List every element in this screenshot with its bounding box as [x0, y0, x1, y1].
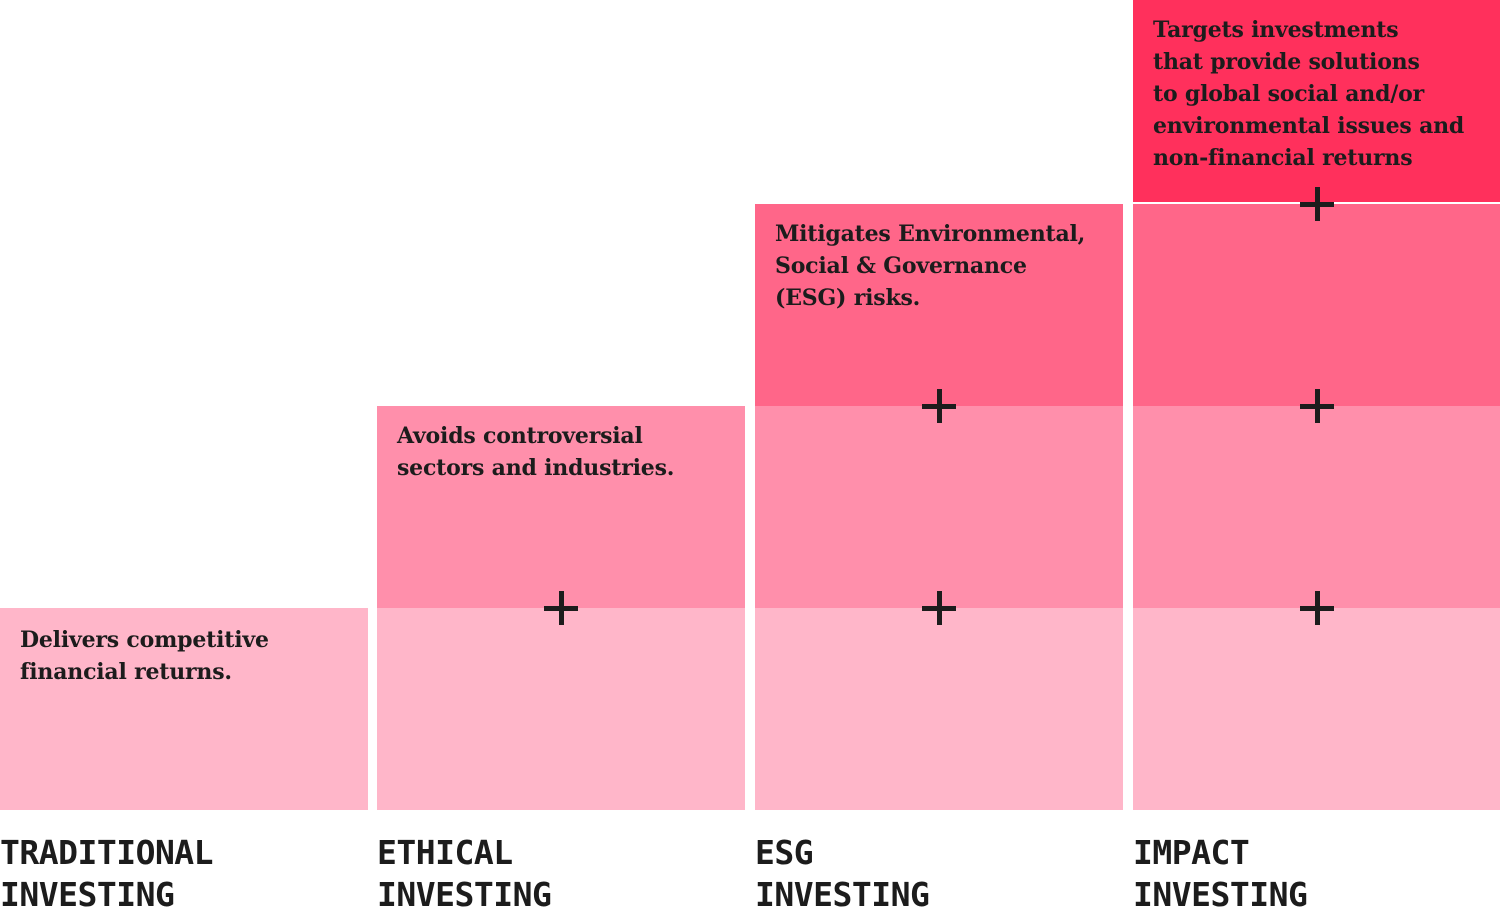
description-ethical: Avoids controversial sectors and industr…	[397, 423, 675, 481]
description-esg: Mitigates Environmental, Social & Govern…	[775, 221, 1086, 311]
tier-block-financial-returns	[755, 608, 1123, 810]
plus-icon	[1300, 389, 1334, 423]
plus-icon	[544, 591, 578, 625]
tier-block-ethical	[755, 406, 1123, 608]
column-traditional-investing: Delivers competitive financial returns.	[0, 0, 368, 810]
plus-icon	[1300, 187, 1334, 221]
description-traditional: Delivers competitive financial returns.	[20, 627, 269, 685]
column-esg-investing: Mitigates Environmental, Social & Govern…	[755, 0, 1123, 810]
tier-block-ethical: Avoids controversial sectors and industr…	[377, 406, 745, 608]
plus-icon	[922, 389, 956, 423]
column-ethical-investing: Avoids controversial sectors and industr…	[377, 0, 745, 810]
column-impact-investing: Targets investments that provide solutio…	[1133, 0, 1500, 810]
plus-icon	[922, 591, 956, 625]
tier-block-financial-returns: Delivers competitive financial returns.	[0, 608, 368, 810]
tier-block-esg: Mitigates Environmental, Social & Govern…	[755, 204, 1123, 406]
description-impact: Targets investments that provide solutio…	[1153, 17, 1465, 171]
tier-block-ethical	[1133, 406, 1500, 608]
label-ethical-investing: ETHICAL INVESTING	[377, 833, 552, 914]
tier-block-esg	[1133, 204, 1500, 406]
tier-block-financial-returns	[377, 608, 745, 810]
label-esg-investing: ESG INVESTING	[755, 833, 930, 914]
label-traditional-investing: TRADITIONAL INVESTING	[0, 833, 214, 914]
plus-icon	[1300, 591, 1334, 625]
label-impact-investing: IMPACT INVESTING	[1133, 833, 1308, 914]
tier-block-financial-returns	[1133, 608, 1500, 810]
tier-block-impact: Targets investments that provide solutio…	[1133, 0, 1500, 202]
